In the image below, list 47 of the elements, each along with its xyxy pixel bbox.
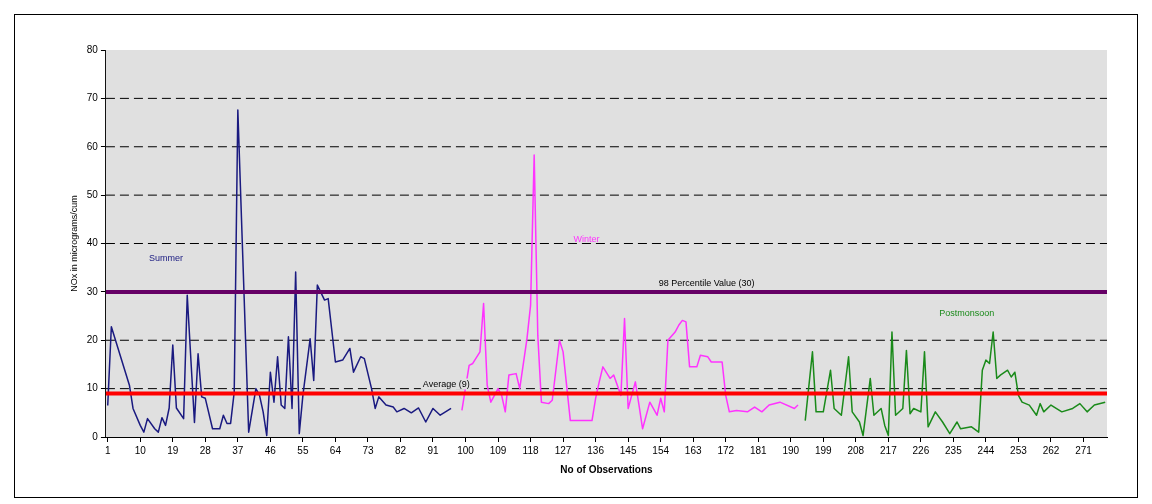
x-tick-label: 271 [1075,444,1093,456]
y-tick-label: 40 [86,237,99,249]
x-tick-label: 145 [619,444,637,456]
x-tick-label: 46 [264,444,277,456]
x-tick-label: 199 [814,444,833,456]
x-tick-label: 91 [427,444,439,456]
text: Winter [573,234,600,245]
y-tick-label: 50 [86,188,99,200]
x-tick-label: 154 [652,444,670,456]
x-tick-label: 208 [847,444,865,456]
x-tick-label: 37 [232,444,244,456]
x-tick-label: 82 [394,444,407,456]
y-tick-label: 70 [86,92,99,104]
x-axis-title: No of Observations [560,463,654,475]
y-tick-label: 30 [86,285,99,297]
y-tick-label: 20 [86,334,99,345]
series-label: Postmonsoon [939,307,995,318]
y-tick-label: 0 [92,430,99,442]
x-tick-label: 190 [782,444,800,456]
x-tick-label: 19 [167,444,179,456]
x-tick-label: 1 [104,444,111,456]
text: Summer [148,253,183,264]
x-tick-label: 73 [362,444,374,456]
y-axis-title: NOx in micrograms/cum [68,195,79,292]
x-tick-label: 217 [880,444,898,456]
y-tick-label: 80 [86,43,99,55]
x-tick-label: 253 [1010,444,1028,456]
x-tick-label: 172 [717,444,735,456]
x-tick-label: 100 [457,444,475,456]
x-tick-label: 226 [912,444,930,456]
x-tick-label: 235 [945,444,963,456]
x-tick-label: 118 [522,444,539,456]
x-tick-label: 28 [199,444,212,456]
x-tick-label: 163 [684,444,702,456]
y-tick-label: 10 [86,382,99,394]
x-tick-label: 10 [134,444,147,456]
ref-line-label: 98 Percentile Value (30) [658,277,755,288]
x-tick-label: 136 [587,444,605,456]
ref-line-label: Average (9) [422,379,470,390]
y-tick-label: 60 [86,140,99,152]
x-tick-label: 127 [554,444,572,456]
x-tick-label: 262 [1042,444,1060,456]
x-tick-label: 181 [749,444,768,456]
x-tick-label: 64 [329,444,342,456]
x-tick-label: 109 [489,444,507,456]
x-tick-label: 55 [297,444,309,456]
x-tick-label: 244 [977,444,995,456]
